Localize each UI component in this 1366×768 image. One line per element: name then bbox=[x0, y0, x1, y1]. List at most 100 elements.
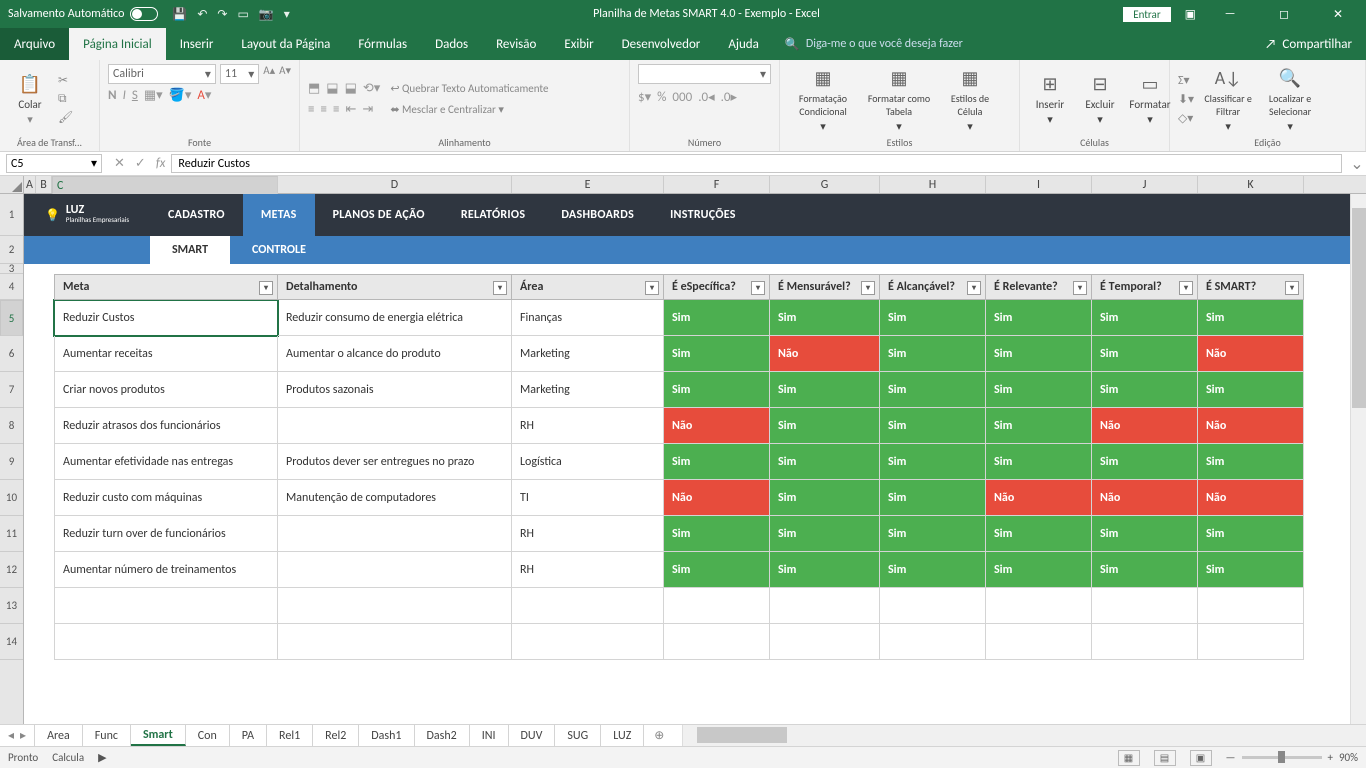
tab-developer[interactable]: Desenvolvedor bbox=[608, 28, 715, 60]
macro-icon[interactable]: ▶ bbox=[98, 751, 106, 764]
table-cell[interactable]: Aumentar o alcance do produto bbox=[278, 336, 512, 372]
row-header-5[interactable]: 5 bbox=[0, 300, 23, 336]
subnav-controle[interactable]: CONTROLE bbox=[230, 236, 328, 264]
select-all-corner[interactable] bbox=[0, 176, 24, 193]
align-middle-icon[interactable]: ⬓ bbox=[326, 81, 338, 96]
smart-badge[interactable]: Sim bbox=[1092, 444, 1198, 480]
col-header-F[interactable]: F bbox=[664, 176, 770, 193]
share-button[interactable]: ↗Compartilhar bbox=[1265, 28, 1366, 60]
filter-dropdown-icon[interactable]: ▾ bbox=[1073, 281, 1087, 295]
smart-badge[interactable] bbox=[880, 588, 986, 624]
col-header-A[interactable]: A bbox=[24, 176, 36, 193]
dec-dec-icon[interactable]: .0▸ bbox=[721, 90, 737, 105]
minimize-button[interactable]: — bbox=[1210, 7, 1250, 21]
filter-dropdown-icon[interactable]: ▾ bbox=[861, 281, 875, 295]
nav-planos[interactable]: PLANOS DE AÇÃO bbox=[315, 194, 443, 236]
filter-dropdown-icon[interactable]: ▾ bbox=[967, 281, 981, 295]
smart-badge[interactable] bbox=[880, 624, 986, 660]
table-cell[interactable]: Produtos sazonais bbox=[278, 372, 512, 408]
indent-dec-icon[interactable]: ⇤ bbox=[345, 102, 356, 117]
touch-icon[interactable]: ▭ bbox=[237, 7, 248, 22]
delete-cells-button[interactable]: ⊟Excluir▾ bbox=[1078, 72, 1122, 126]
smart-badge[interactable]: Sim bbox=[770, 444, 880, 480]
tab-review[interactable]: Revisão bbox=[482, 28, 550, 60]
expand-fbar-icon[interactable]: ⌄ bbox=[1348, 154, 1366, 174]
align-bottom-icon[interactable]: ⬓ bbox=[345, 81, 357, 96]
smart-badge[interactable]: Sim bbox=[1198, 372, 1304, 408]
redo-icon[interactable]: ↷ bbox=[217, 7, 227, 22]
table-cell[interactable]: Manutenção de computadores bbox=[278, 480, 512, 516]
font-name-select[interactable]: Calibri▾ bbox=[108, 64, 216, 84]
align-top-icon[interactable]: ⬒ bbox=[308, 81, 320, 96]
tab-home[interactable]: Página Inicial bbox=[69, 28, 166, 60]
maximize-button[interactable]: ◻ bbox=[1264, 7, 1304, 22]
sheet-tab-smart[interactable]: Smart bbox=[131, 725, 186, 746]
formula-input[interactable]: Reduzir Custos bbox=[171, 154, 1342, 173]
smart-badge[interactable]: Sim bbox=[664, 336, 770, 372]
table-cell[interactable]: Aumentar receitas bbox=[54, 336, 278, 372]
sheet-tab-duv[interactable]: DUV bbox=[509, 725, 556, 746]
smart-badge[interactable]: Sim bbox=[986, 300, 1092, 336]
find-select-button[interactable]: 🔍Localizar e Selecionar▾ bbox=[1262, 66, 1318, 133]
row-header-13[interactable]: 13 bbox=[0, 588, 23, 624]
orientation-icon[interactable]: ⟲▾ bbox=[363, 81, 380, 96]
table-cell[interactable]: RH bbox=[512, 408, 664, 444]
table-header[interactable]: É eSpecífica?▾ bbox=[664, 274, 770, 300]
table-cell[interactable] bbox=[512, 588, 664, 624]
table-cell[interactable]: Criar novos produtos bbox=[54, 372, 278, 408]
smart-badge[interactable] bbox=[770, 588, 880, 624]
smart-badge[interactable]: Sim bbox=[1092, 516, 1198, 552]
currency-icon[interactable]: $▾ bbox=[638, 90, 651, 105]
add-sheet-button[interactable]: ⊕ bbox=[644, 725, 674, 746]
row-header-2[interactable]: 2 bbox=[0, 236, 23, 264]
row-header-9[interactable]: 9 bbox=[0, 444, 23, 480]
table-header[interactable]: É Relevante?▾ bbox=[986, 274, 1092, 300]
tab-nav[interactable]: ◂▸ bbox=[0, 725, 35, 746]
border-icon[interactable]: ▦▾ bbox=[144, 88, 163, 103]
format-table-button[interactable]: ▦Formatar como Tabela▾ bbox=[864, 66, 934, 133]
smart-badge[interactable]: Sim bbox=[1092, 372, 1198, 408]
table-cell[interactable]: Reduzir atrasos dos funcionários bbox=[54, 408, 278, 444]
table-cell[interactable]: Logística bbox=[512, 444, 664, 480]
tellme[interactable]: 🔍Diga-me o que você deseja fazer bbox=[785, 28, 963, 60]
smart-badge[interactable]: Não bbox=[664, 408, 770, 444]
sheet-tab-area[interactable]: Area bbox=[35, 725, 83, 746]
row-header-14[interactable]: 14 bbox=[0, 624, 23, 660]
nav-metas[interactable]: METAS bbox=[243, 194, 315, 236]
smart-badge[interactable]: Sim bbox=[770, 372, 880, 408]
smart-badge[interactable]: Não bbox=[986, 480, 1092, 516]
filter-dropdown-icon[interactable]: ▾ bbox=[493, 281, 507, 295]
table-cell[interactable] bbox=[278, 516, 512, 552]
sort-filter-button[interactable]: A↓Classificar e Filtrar▾ bbox=[1200, 66, 1256, 133]
number-format-select[interactable]: ▾ bbox=[638, 64, 771, 84]
qat-more-icon[interactable]: ▾ bbox=[284, 7, 290, 22]
smart-badge[interactable]: Sim bbox=[986, 444, 1092, 480]
smart-badge[interactable] bbox=[1092, 588, 1198, 624]
col-header-C[interactable]: C bbox=[52, 176, 278, 196]
table-cell[interactable]: Aumentar número de treinamentos bbox=[54, 552, 278, 588]
sheet-tab-dash2[interactable]: Dash2 bbox=[415, 725, 470, 746]
smart-badge[interactable] bbox=[986, 624, 1092, 660]
table-cell[interactable] bbox=[54, 624, 278, 660]
nav-cadastro[interactable]: CADASTRO bbox=[150, 194, 243, 236]
row-header-7[interactable]: 7 bbox=[0, 372, 23, 408]
smart-badge[interactable] bbox=[1198, 588, 1304, 624]
smart-badge[interactable] bbox=[1198, 624, 1304, 660]
smart-badge[interactable]: Sim bbox=[664, 300, 770, 336]
view-layout-icon[interactable]: ▤ bbox=[1154, 750, 1176, 766]
smart-badge[interactable]: Sim bbox=[986, 516, 1092, 552]
sheet-tab-rel1[interactable]: Rel1 bbox=[267, 725, 313, 746]
smart-badge[interactable]: Sim bbox=[1198, 516, 1304, 552]
col-header-D[interactable]: D bbox=[278, 176, 512, 193]
cell-styles-button[interactable]: ▦Estilos de Célula▾ bbox=[940, 66, 1000, 133]
clear-icon[interactable]: ◇▾ bbox=[1178, 111, 1194, 126]
smart-badge[interactable]: Não bbox=[1198, 408, 1304, 444]
sheet-tab-func[interactable]: Func bbox=[83, 725, 131, 746]
smart-badge[interactable] bbox=[664, 588, 770, 624]
underline-icon[interactable]: S bbox=[132, 88, 138, 103]
tab-help[interactable]: Ajuda bbox=[714, 28, 773, 60]
filter-dropdown-icon[interactable]: ▾ bbox=[751, 281, 765, 295]
table-header[interactable]: É Temporal?▾ bbox=[1092, 274, 1198, 300]
vertical-scrollbar[interactable] bbox=[1350, 194, 1366, 724]
smart-badge[interactable]: Sim bbox=[880, 552, 986, 588]
